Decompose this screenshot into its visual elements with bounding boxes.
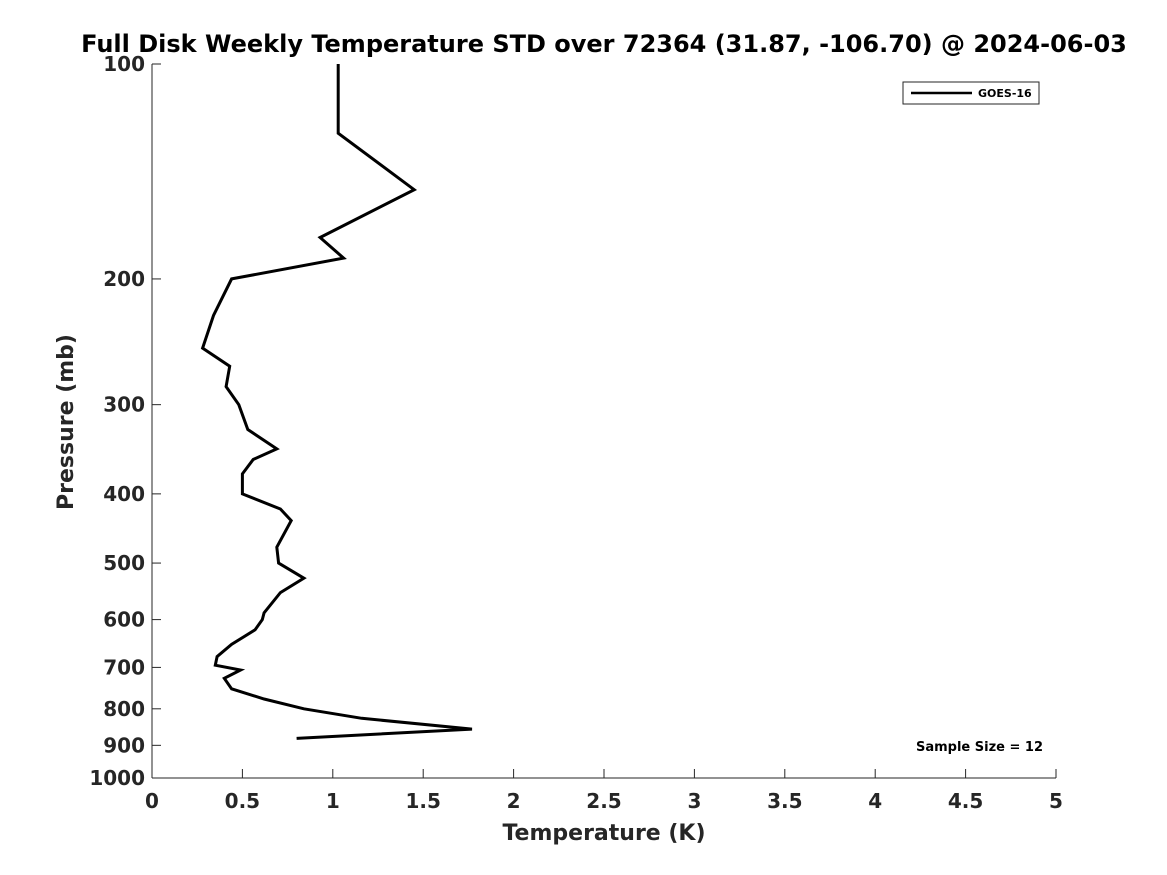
x-tick-label: 3 bbox=[687, 789, 701, 813]
y-tick-label: 700 bbox=[103, 655, 145, 679]
x-tick-label: 2.5 bbox=[586, 789, 621, 813]
chart-title: Full Disk Weekly Temperature STD over 72… bbox=[81, 30, 1127, 58]
legend: GOES-16 bbox=[902, 81, 1040, 105]
y-tick-label: 200 bbox=[103, 267, 145, 291]
series-layer bbox=[200, 64, 473, 740]
x-tick-label: 1.5 bbox=[405, 789, 440, 813]
y-tick-label: 400 bbox=[103, 482, 145, 506]
series-line-goes-16 bbox=[200, 64, 473, 740]
x-tick-label: 5 bbox=[1049, 789, 1063, 813]
y-tick-label: 600 bbox=[103, 608, 145, 632]
y-tick-label: 100 bbox=[103, 52, 145, 76]
x-axis-label: Temperature (K) bbox=[502, 821, 705, 846]
y-tick-label: 800 bbox=[103, 697, 145, 721]
x-tick-label: 1 bbox=[326, 789, 340, 813]
sample-size-annotation: Sample Size = 12 bbox=[916, 740, 1043, 755]
x-tick-label: 0.5 bbox=[225, 789, 260, 813]
x-tick-label: 4.5 bbox=[948, 789, 983, 813]
y-tick-label: 900 bbox=[103, 733, 145, 757]
x-tick-label: 3.5 bbox=[767, 789, 802, 813]
x-tick-label: 2 bbox=[507, 789, 521, 813]
x-tick-label: 0 bbox=[145, 789, 159, 813]
y-tick-label: 300 bbox=[103, 393, 145, 417]
y-tick-label: 1000 bbox=[89, 766, 145, 790]
y-axis-label: Pressure (mb) bbox=[54, 334, 79, 510]
axes: 0 0.5 1 1.5 2 2.5 3 3.5 4 4.5 5 100 200 300 400 500 600 7… bbox=[89, 52, 1063, 813]
legend-label-goes-16: GOES-16 bbox=[978, 87, 1032, 100]
y-tick-label: 500 bbox=[103, 551, 145, 575]
x-tick-label: 4 bbox=[868, 789, 882, 813]
